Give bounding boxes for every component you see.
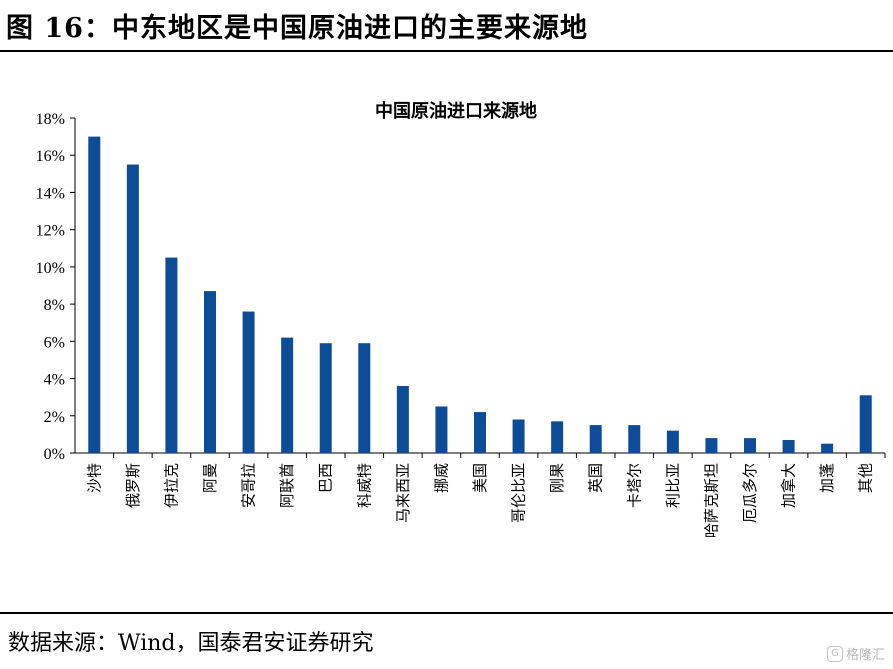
y-tick-label: 18% <box>36 111 65 128</box>
x-category-label: 挪威 <box>432 463 450 493</box>
x-category-label: 阿联酋 <box>278 463 296 508</box>
x-category-label: 加蓬 <box>818 463 836 493</box>
x-category-label: 伊拉克 <box>162 463 180 508</box>
bar-16 <box>666 430 679 453</box>
x-category-label: 厄瓜多尔 <box>741 463 759 523</box>
bar-19 <box>782 439 795 453</box>
bottom-rule <box>0 612 893 614</box>
x-category-label: 刚果 <box>548 463 566 493</box>
y-tick-label: 4% <box>44 372 65 389</box>
bar-7 <box>319 343 332 453</box>
bar-5 <box>242 311 255 453</box>
bar-4 <box>204 291 216 453</box>
y-tick-label: 12% <box>36 223 65 240</box>
bar-17 <box>705 438 718 453</box>
top-rule <box>0 50 893 52</box>
y-tick-label: 6% <box>44 334 65 351</box>
x-category-label: 沙特 <box>85 463 103 493</box>
source-note: 数据来源：Wind，国泰君安证券研究 <box>8 631 374 656</box>
x-category-label: 卡塔尔 <box>625 463 643 508</box>
bar-10 <box>435 406 448 453</box>
figure-title: 图 16：中东地区是中国原油进口的主要来源地 <box>6 13 588 44</box>
chart-bars <box>88 136 872 453</box>
watermark-logo-icon: G <box>826 645 843 662</box>
watermark-text: 格隆汇 <box>845 648 885 663</box>
x-category-label: 巴西 <box>317 463 335 493</box>
chart-axes <box>70 117 886 458</box>
x-category-label: 安哥拉 <box>240 463 258 508</box>
y-tick-label: 8% <box>44 297 65 314</box>
bar-3 <box>165 257 178 453</box>
bar-11 <box>474 412 486 453</box>
bar-8 <box>358 343 371 453</box>
y-tick-label: 16% <box>36 148 65 165</box>
x-category-label: 利比亚 <box>664 463 682 508</box>
x-category-labels: 沙特 俄罗斯 伊拉克 阿曼 安哥拉 阿联酋 巴西 科威特 马来西亚 挪威 美国 哥伦比亚 刚果 英国 卡塔尔… <box>85 463 874 538</box>
chart-title: 中国原油进口来源地 <box>375 100 537 122</box>
bar-21 <box>859 395 872 453</box>
bar-13 <box>551 421 564 453</box>
x-category-label: 英国 <box>587 463 605 493</box>
bar-14 <box>589 425 602 453</box>
bar-6 <box>281 337 294 453</box>
x-category-label: 俄罗斯 <box>124 463 142 508</box>
bar-9 <box>396 386 409 453</box>
bar-chart: 中国原油进口来源地 0% 2% 4% 6% 8% 10% 12% 14% 16% 18% 沙特 俄罗… <box>36 100 886 538</box>
x-category-label: 马来西亚 <box>394 463 412 523</box>
x-category-label: 阿曼 <box>201 463 219 493</box>
bar-12 <box>512 419 525 453</box>
x-category-label: 美国 <box>471 463 489 493</box>
x-category-label: 哥伦比亚 <box>510 463 528 523</box>
y-tick-label: 14% <box>36 185 65 202</box>
bar-2 <box>126 164 139 453</box>
bar-18 <box>744 438 756 453</box>
y-tick-labels: 0% 2% 4% 6% 8% 10% 12% 14% 16% 18% <box>36 111 65 463</box>
bar-1 <box>88 136 101 453</box>
x-category-label: 科威特 <box>355 463 373 508</box>
x-category-label: 其他 <box>857 463 875 493</box>
bar-20 <box>821 443 834 453</box>
y-tick-label: 2% <box>44 409 65 426</box>
bar-15 <box>628 425 641 453</box>
y-tick-label: 0% <box>44 446 65 463</box>
watermark: G 格隆汇 <box>826 644 885 663</box>
x-category-label: 加拿大 <box>780 463 798 508</box>
y-tick-label: 10% <box>36 260 65 277</box>
x-category-label: 哈萨克斯坦 <box>702 463 720 538</box>
